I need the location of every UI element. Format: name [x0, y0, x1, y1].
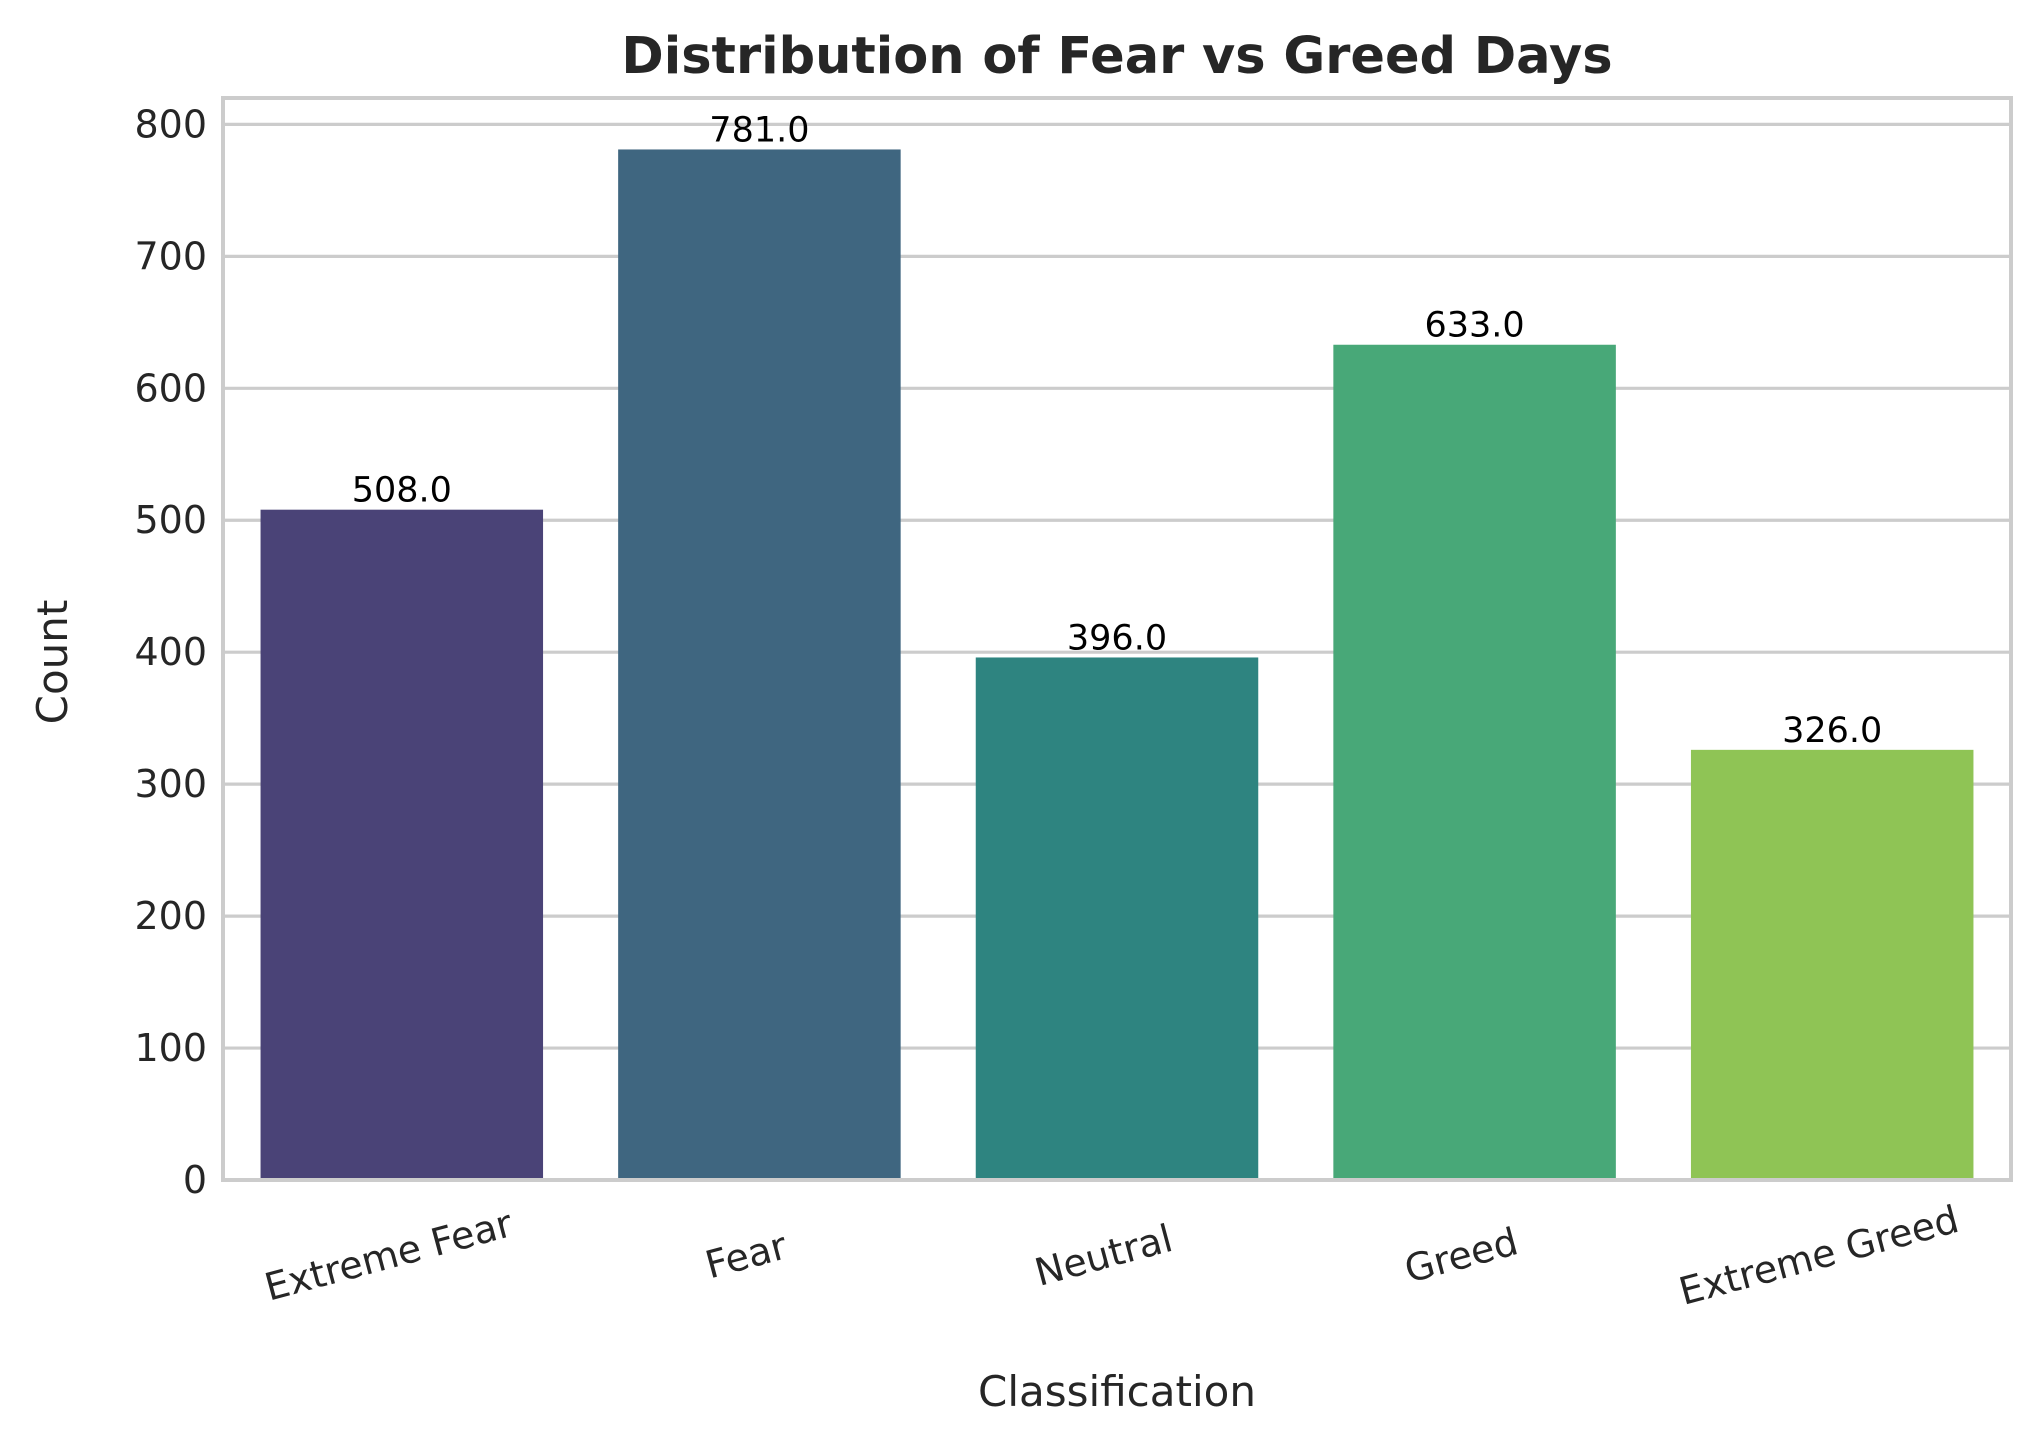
y-tick-label: 200 — [134, 894, 207, 938]
data-labels: 508.0 781.0 396.0 633.0 326.0 — [352, 110, 1883, 750]
bar-value-label: 326.0 — [1782, 711, 1882, 751]
y-tick-label: 300 — [134, 762, 207, 806]
bar-value-label: 633.0 — [1424, 306, 1524, 346]
bar-value-label: 396.0 — [1067, 618, 1167, 658]
bar — [1690, 749, 1974, 1180]
y-tick-label: 500 — [134, 498, 207, 542]
bars — [260, 149, 1974, 1181]
plot-frame — [221, 96, 2013, 1182]
bar — [975, 657, 1259, 1180]
chart-title: Distribution of Fear vs Greed Days — [621, 27, 1612, 86]
y-tick-label: 600 — [134, 366, 207, 410]
bar — [260, 509, 544, 1180]
y-tick-label: 700 — [134, 234, 207, 278]
y-tick-labels: 0 100 200 300 400 500 600 700 800 — [134, 102, 207, 1202]
y-axis-label: Count — [28, 600, 77, 725]
bar-value-label: 781.0 — [709, 110, 809, 150]
bar-value-label: 508.0 — [352, 471, 452, 511]
y-tick-label: 400 — [134, 630, 207, 674]
y-tick-label: 800 — [134, 102, 207, 146]
y-tick-label: 0 — [183, 1158, 207, 1202]
x-axis-label: Classification — [978, 1367, 1256, 1416]
y-tick-label: 100 — [134, 1026, 207, 1070]
bar — [1333, 344, 1616, 1180]
bar — [618, 149, 901, 1181]
